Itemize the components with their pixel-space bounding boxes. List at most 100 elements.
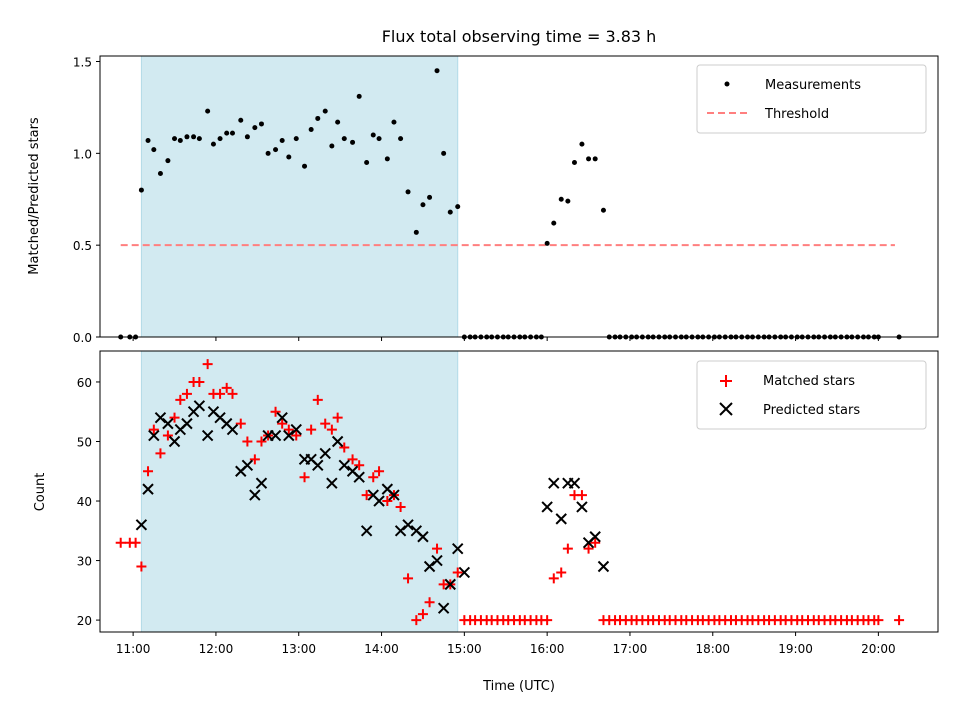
matched-point xyxy=(270,406,281,417)
measurement-point xyxy=(286,154,292,160)
matched-point xyxy=(235,418,246,429)
bottom-y-label: Count xyxy=(33,473,48,512)
matched-point xyxy=(227,388,238,399)
measurement-point xyxy=(138,187,144,193)
measurement-point xyxy=(398,136,404,142)
measurement-point xyxy=(196,136,202,142)
bottom-y-tick-label: 40 xyxy=(77,495,92,509)
measurement-point xyxy=(165,158,171,164)
measurement-point xyxy=(172,136,178,142)
measurement-point xyxy=(217,136,223,142)
measurement-point xyxy=(210,141,216,147)
predicted-point xyxy=(437,602,450,614)
x-tick-label: 16:00 xyxy=(530,642,565,656)
measurement-point xyxy=(592,156,598,162)
matched-point xyxy=(432,543,443,554)
predicted-point xyxy=(249,489,261,501)
x-tick-label: 19:00 xyxy=(778,642,813,656)
measurement-point xyxy=(273,147,279,153)
measurement-point xyxy=(376,136,382,142)
predicted-point xyxy=(326,477,338,489)
measurement-point xyxy=(391,119,397,125)
top-legend: Measurements Threshold xyxy=(696,64,927,134)
legend-predicted-marker xyxy=(719,402,733,416)
bottom-legend: Matched stars Predicted stars xyxy=(696,360,927,430)
predicted-point xyxy=(452,542,464,555)
matched-point xyxy=(873,615,884,626)
top-y-tick-label: 1.0 xyxy=(73,147,92,161)
top-legend-box xyxy=(696,64,927,134)
measurement-point xyxy=(571,160,577,166)
predicted-point xyxy=(269,429,282,442)
matched-point xyxy=(181,388,192,399)
predicted-point xyxy=(394,525,407,537)
predicted-point xyxy=(283,429,295,442)
measurement-point xyxy=(293,136,299,142)
matched-point xyxy=(169,412,180,423)
measurement-point xyxy=(265,150,271,156)
measurement-point xyxy=(434,68,440,74)
measurement-point xyxy=(600,207,606,213)
top-y-tick-label: 0.0 xyxy=(73,331,92,345)
measurement-point xyxy=(586,156,592,162)
measurement-point xyxy=(364,160,370,166)
matched-point xyxy=(175,394,186,405)
matched-point xyxy=(143,466,154,477)
matched-point xyxy=(411,615,422,626)
measurement-point xyxy=(335,119,341,125)
matched-point xyxy=(291,430,302,441)
measurement-point xyxy=(356,93,362,99)
legend-predicted-label: Predicted stars xyxy=(763,403,860,418)
chart-title: Flux total observing time = 3.83 h xyxy=(382,27,657,46)
predicted-point xyxy=(576,501,588,513)
predicted-point xyxy=(353,471,365,483)
predicted-point xyxy=(142,483,154,495)
matched-point xyxy=(347,454,358,465)
bottom-observing-span xyxy=(140,350,459,633)
measurement-point xyxy=(258,121,264,127)
matched-point xyxy=(395,501,406,512)
matched-point xyxy=(148,424,159,435)
bottom-axes-frame xyxy=(99,350,939,633)
measurement-point xyxy=(177,137,183,143)
matched-point xyxy=(403,573,414,584)
predicted-point xyxy=(312,459,324,472)
predicted-point xyxy=(444,578,456,591)
matched-point xyxy=(162,430,173,441)
matched-point xyxy=(249,454,260,465)
measurement-point xyxy=(191,134,197,140)
matched-point xyxy=(221,382,232,393)
predicted-point xyxy=(193,400,206,412)
measurement-point xyxy=(427,194,433,200)
matched-point xyxy=(130,537,141,548)
measurement-point xyxy=(441,150,447,156)
matched-point xyxy=(320,418,331,429)
matched-point xyxy=(368,472,379,483)
top-y-tick-label: 1.5 xyxy=(73,56,92,70)
matched-point xyxy=(382,496,393,507)
matched-point xyxy=(339,442,350,453)
measurement-point xyxy=(420,202,426,208)
matched-point xyxy=(202,359,213,370)
x-tick-label: 18:00 xyxy=(695,642,730,656)
matched-point xyxy=(583,543,594,554)
matched-point xyxy=(136,561,147,572)
bottom-y-tick-label: 20 xyxy=(77,614,92,628)
matched-point xyxy=(242,436,253,447)
measurement-point xyxy=(551,220,557,226)
predicted-point xyxy=(541,501,553,513)
measurement-point xyxy=(384,156,390,162)
predicted-stars-series xyxy=(135,400,610,614)
predicted-point xyxy=(319,447,331,460)
measurement-point xyxy=(329,143,335,149)
predicted-point xyxy=(417,531,429,543)
measurement-point xyxy=(447,209,453,215)
predicted-point xyxy=(135,519,148,531)
matched-point xyxy=(326,424,337,435)
matched-point xyxy=(548,573,559,584)
x-tick-label: 17:00 xyxy=(613,642,648,656)
matched-point xyxy=(115,537,126,548)
measurement-point xyxy=(308,126,314,132)
matched-point xyxy=(283,424,294,435)
predicted-point xyxy=(201,429,214,442)
